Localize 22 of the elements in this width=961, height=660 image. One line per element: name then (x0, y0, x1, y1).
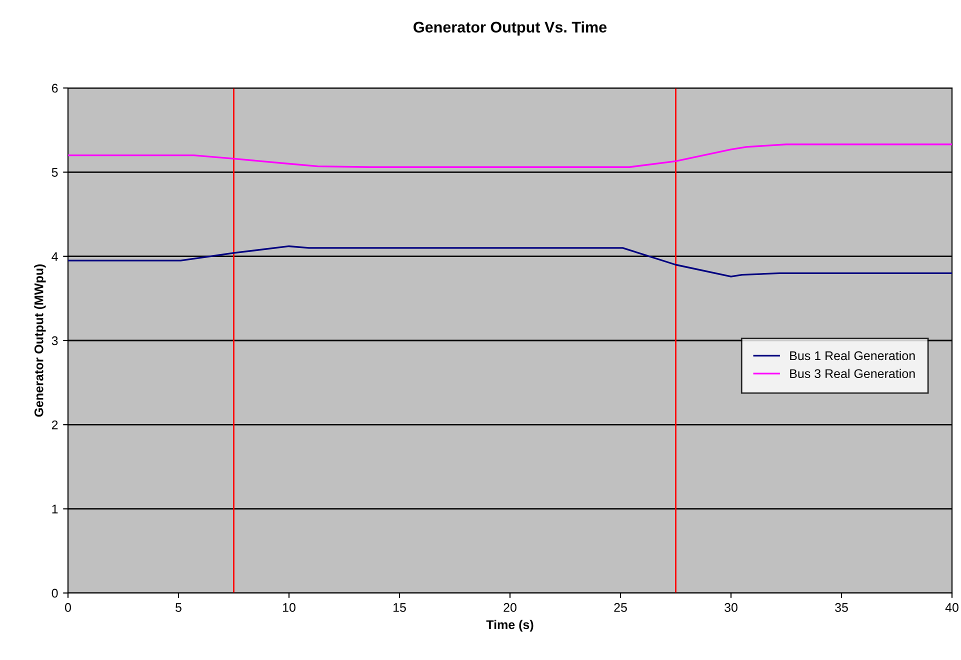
y-tick-label: 4 (52, 252, 58, 261)
line-series (68, 144, 952, 168)
y-axis-title: Generator Output (MWpu) (34, 264, 46, 417)
y-tick-label: 3 (52, 336, 58, 346)
x-tick-label: 10 (283, 603, 296, 612)
y-tick-label: 1 (52, 504, 58, 514)
x-tick-label: 15 (394, 603, 406, 612)
x-axis-title: Time (s) (486, 620, 534, 632)
y-tick-label: 5 (52, 168, 58, 177)
x-tick-label: 35 (835, 603, 848, 612)
x-tick-label: 25 (614, 603, 627, 612)
chart-title: Generator Output Vs. Time (414, 21, 607, 36)
legend-label: Bus 1 Real Generation (790, 350, 915, 360)
x-tick-label: 0 (65, 603, 71, 612)
y-tick-label: 0 (52, 588, 58, 598)
x-tick-label: 30 (724, 603, 738, 612)
x-tick-label: 40 (945, 603, 958, 612)
x-tick-label: 20 (504, 603, 516, 612)
y-tick-label: 6 (52, 84, 58, 93)
x-tick-label: 5 (176, 603, 182, 612)
legend-label: Bus 3 Real Generation (790, 368, 915, 378)
y-tick-label: 2 (52, 420, 58, 430)
